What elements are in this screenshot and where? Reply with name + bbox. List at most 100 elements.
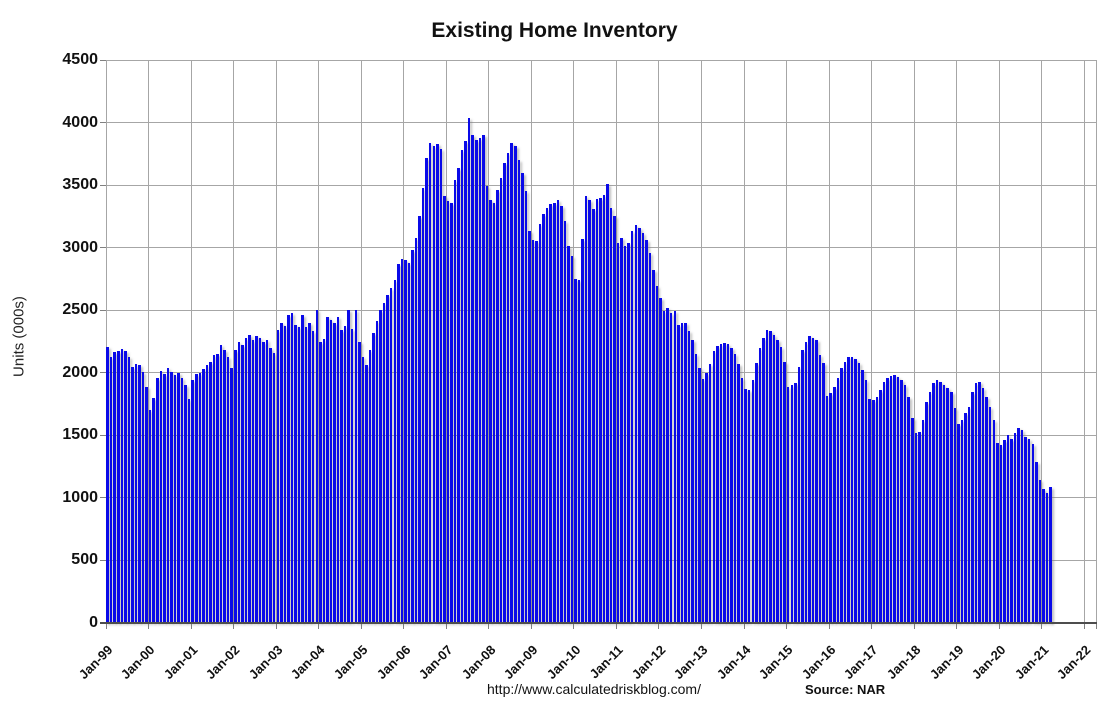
inventory-bar [127, 356, 131, 623]
inventory-bar [216, 354, 219, 623]
gridline-vertical [743, 60, 745, 623]
y-axis-tick [100, 309, 106, 311]
inventory-bar [794, 383, 797, 623]
inventory-bar [1045, 492, 1049, 623]
chart-title: Existing Home Inventory [431, 19, 678, 42]
inventory-bar [340, 330, 343, 623]
inventory-bar [751, 380, 754, 623]
inventory-bar [319, 341, 322, 623]
inventory-bar [666, 308, 669, 623]
inventory-bar [496, 190, 499, 623]
inventory-bar [460, 150, 464, 623]
gridline-vertical [573, 60, 575, 623]
inventory-bar [772, 335, 776, 623]
inventory-bar [421, 188, 425, 623]
inventory-bar [630, 231, 634, 623]
y-axis-title: Units (000s) [10, 296, 28, 377]
inventory-bar [343, 325, 347, 623]
inventory-bar [659, 298, 662, 623]
inventory-bar [634, 225, 638, 623]
inventory-bar [528, 231, 531, 623]
inventory-bar [893, 375, 896, 623]
x-axis-tick [233, 623, 235, 629]
inventory-bar [198, 372, 202, 623]
inventory-bar [872, 400, 875, 623]
inventory-bar [276, 329, 280, 623]
inventory-bar [195, 374, 198, 623]
inventory-bar [932, 383, 935, 623]
inventory-bar [971, 391, 974, 623]
x-tick-label: Jan-15 [756, 642, 796, 682]
x-axis-tick [573, 623, 575, 629]
inventory-bar [609, 207, 613, 623]
inventory-bar [265, 340, 269, 623]
x-tick-label: Jan-21 [1011, 642, 1052, 682]
inventory-bar [974, 382, 978, 623]
inventory-bar [521, 173, 524, 623]
inventory-bar [467, 117, 471, 623]
inventory-bar [503, 162, 506, 623]
x-axis-tick [148, 623, 150, 629]
inventory-bar [985, 396, 988, 623]
inventory-bar [166, 368, 170, 623]
inventory-bar [560, 206, 563, 623]
x-tick-label: Jan-22 [1053, 642, 1094, 682]
inventory-bar [638, 227, 641, 623]
inventory-bar [712, 350, 716, 623]
inventory-bar [304, 327, 308, 623]
x-axis-line [100, 622, 1097, 624]
inventory-bar [1049, 487, 1052, 623]
x-axis-tick [786, 623, 788, 629]
x-axis-tick [998, 623, 1000, 629]
inventory-bar [602, 195, 606, 623]
inventory-bar [1003, 440, 1006, 623]
inventory-bar [783, 361, 786, 623]
gridline-vertical [786, 60, 788, 623]
inventory-bar [237, 341, 241, 623]
inventory-bar [152, 397, 155, 623]
inventory-bar [811, 338, 815, 623]
y-axis-tick [100, 434, 106, 436]
x-tick-label: Jan-01 [160, 642, 201, 682]
inventory-bar [680, 323, 684, 623]
inventory-bar [223, 350, 226, 623]
x-axis-end-tick [1096, 623, 1097, 629]
gridline-horizontal [106, 122, 1096, 124]
plot-right-border [1096, 60, 1097, 623]
inventory-bar [120, 349, 124, 623]
inventory-bar [737, 364, 740, 623]
inventory-bar [145, 386, 148, 623]
inventory-bar [400, 258, 404, 623]
inventory-bar [393, 279, 396, 623]
x-tick-label: Jan-14 [713, 642, 754, 682]
inventory-bar [765, 330, 769, 623]
inventory-bar [315, 310, 319, 623]
x-tick-label: Jan-09 [500, 642, 541, 682]
inventory-bar [769, 331, 772, 623]
inventory-bar [613, 216, 616, 623]
x-tick-label: Jan-20 [968, 642, 1009, 682]
inventory-bar [964, 412, 967, 623]
x-tick-label: Jan-07 [415, 642, 456, 682]
inventory-bar [141, 371, 145, 623]
inventory-bar [925, 401, 928, 623]
inventory-bar [698, 367, 701, 623]
inventory-bar [297, 327, 301, 623]
inventory-bar [287, 315, 290, 623]
gridline-vertical [658, 60, 660, 623]
inventory-bar [882, 381, 886, 623]
inventory-bar [691, 340, 694, 623]
inventory-bar [219, 345, 223, 623]
inventory-bar [829, 393, 832, 623]
inventory-bar [134, 364, 138, 623]
inventory-bar [740, 377, 744, 623]
inventory-bar [687, 330, 691, 623]
inventory-bar [184, 385, 187, 623]
inventory-bar [301, 315, 304, 623]
inventory-bar [723, 342, 726, 623]
inventory-bar [868, 399, 871, 623]
inventory-bar [311, 331, 315, 623]
inventory-bar [170, 371, 173, 623]
inventory-bar [131, 366, 134, 623]
